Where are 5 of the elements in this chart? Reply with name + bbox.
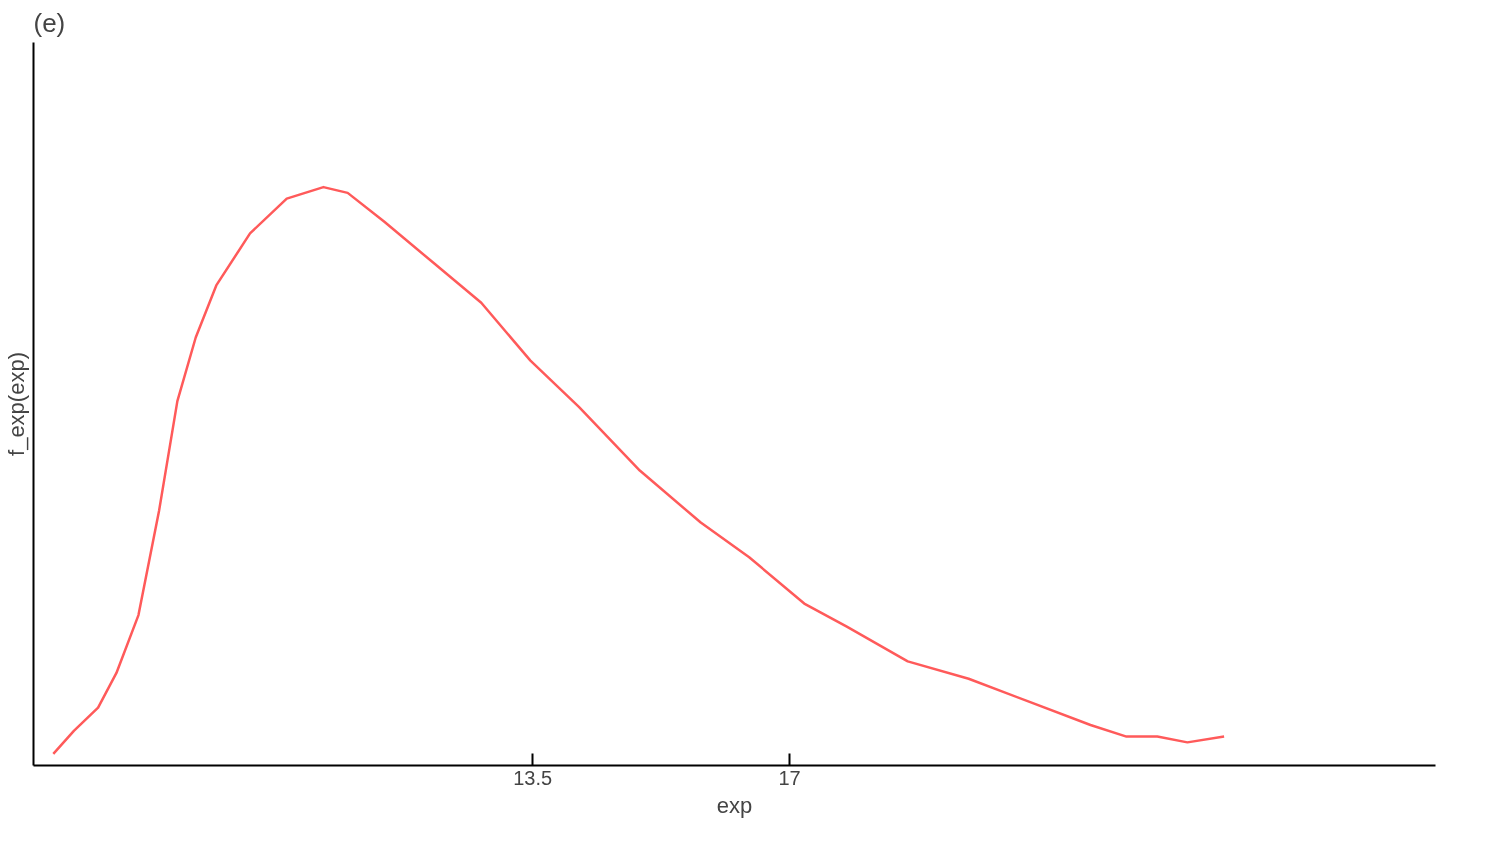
y-axis-title: f_exp(exp): [3, 352, 29, 456]
x-axis-title: exp: [716, 792, 753, 818]
x-tick-label: 13.5: [513, 766, 553, 789]
x-tick-label: 17: [778, 766, 801, 789]
chart-title: (e): [33, 7, 66, 38]
